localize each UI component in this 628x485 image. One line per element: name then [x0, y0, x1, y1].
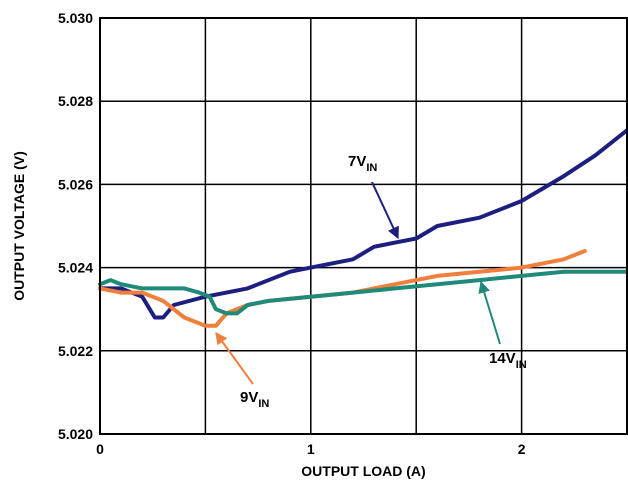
plot-frame [99, 17, 628, 435]
y-axis-label: OUTPUT VOLTAGE (V) [11, 151, 27, 301]
annotation-arrow-14v [478, 280, 501, 345]
annotation-subscript: IN [366, 162, 377, 174]
annotation-main: 7V [348, 153, 366, 170]
annotation-label-9v: 9VIN [240, 389, 269, 410]
annotation-arrow-9v [215, 332, 254, 385]
y-tick-label: 5.022 [58, 343, 93, 359]
x-tick-label: 0 [96, 441, 104, 457]
y-tick-label: 5.026 [58, 176, 93, 192]
x-tick-label: 2 [518, 441, 526, 457]
annotation-subscript: IN [258, 398, 269, 410]
x-tick-label: 1 [307, 441, 315, 457]
annotation-main: 9V [240, 389, 258, 406]
series-line-14v [98, 269, 628, 316]
annotation-label-7v: 7VIN [348, 153, 377, 174]
x-axis-label: OUTPUT LOAD (A) [301, 463, 425, 479]
annotation-subscript: IN [516, 359, 527, 371]
y-tick-label: 5.024 [58, 260, 93, 276]
y-tick-label: 5.030 [58, 10, 93, 26]
annotation-label-14v: 14VIN [489, 350, 527, 371]
y-tick-label: 5.020 [58, 426, 93, 442]
series-line-7v [98, 128, 628, 320]
grid [100, 17, 627, 435]
annotation-main: 14V [489, 350, 516, 367]
annotation-arrow-7v [371, 181, 399, 240]
y-tick-label: 5.028 [58, 93, 93, 109]
tick-labels: 0 1 2 5.020 5.022 5.024 5.026 5.028 5.030 [58, 10, 526, 457]
series-group [98, 128, 628, 328]
